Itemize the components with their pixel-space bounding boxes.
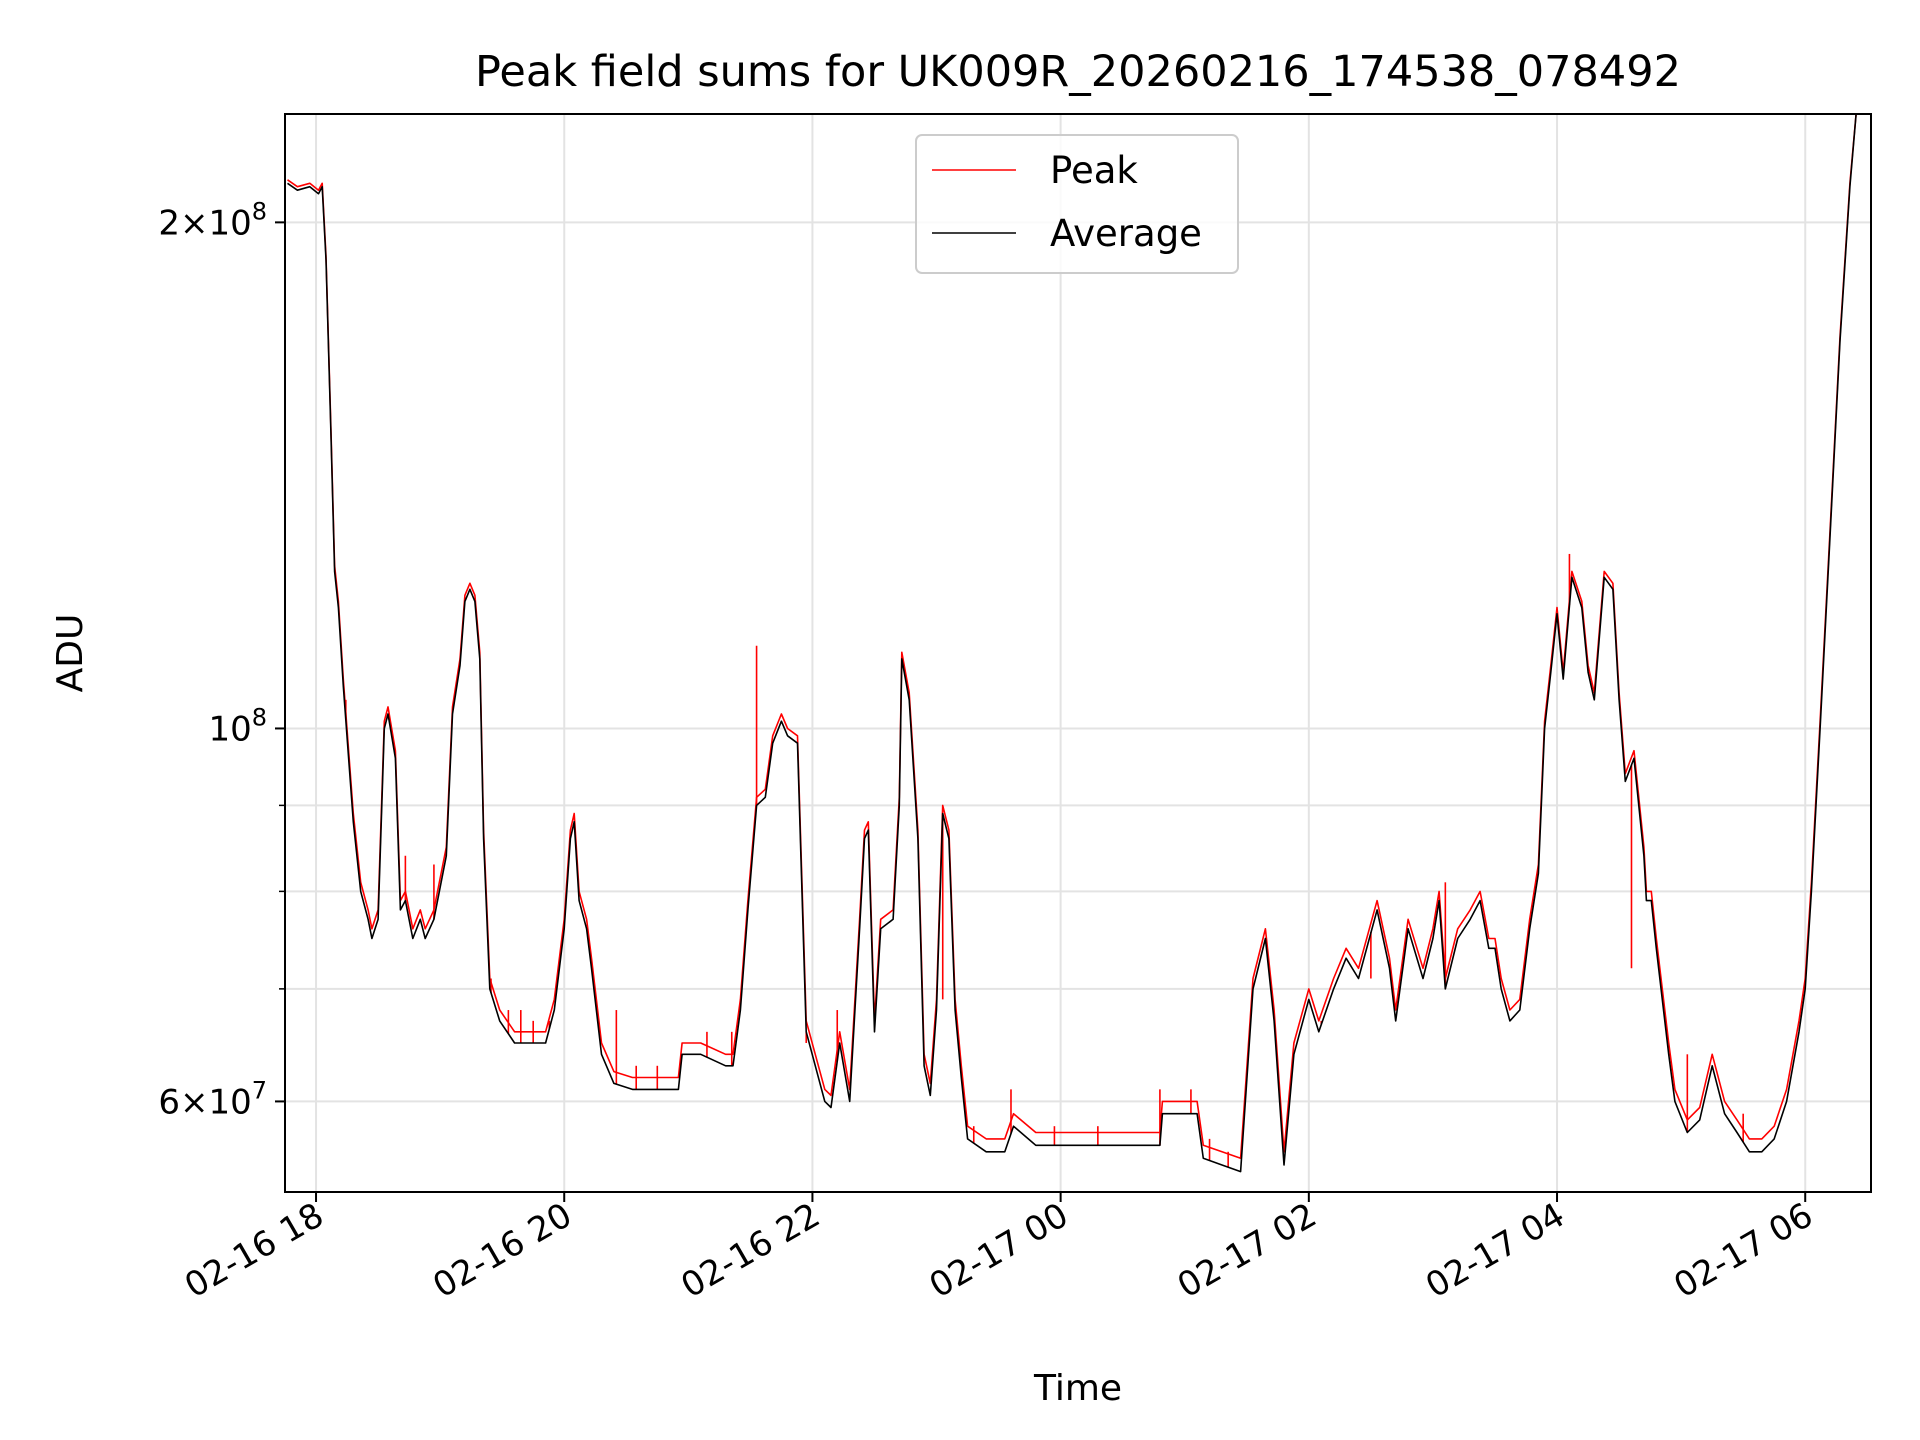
chart-title: Peak field sums for UK009R_20260216_1745… xyxy=(475,47,1681,97)
y-tick-label: 6×107 xyxy=(158,1076,267,1122)
y-axis-label: ADU xyxy=(50,614,91,693)
average-series-line xyxy=(287,113,1857,1173)
y-tick-label: 108 xyxy=(208,703,267,749)
plot-frame xyxy=(284,113,1872,1193)
series-layer xyxy=(287,113,1857,1173)
legend-average-label: Average xyxy=(1050,212,1202,255)
x-axis-label: Time xyxy=(1033,1368,1122,1409)
legend-peak-label: Peak xyxy=(1050,149,1138,192)
y-tick-label: 2×108 xyxy=(158,197,267,243)
legend: Peak Average xyxy=(915,134,1239,274)
